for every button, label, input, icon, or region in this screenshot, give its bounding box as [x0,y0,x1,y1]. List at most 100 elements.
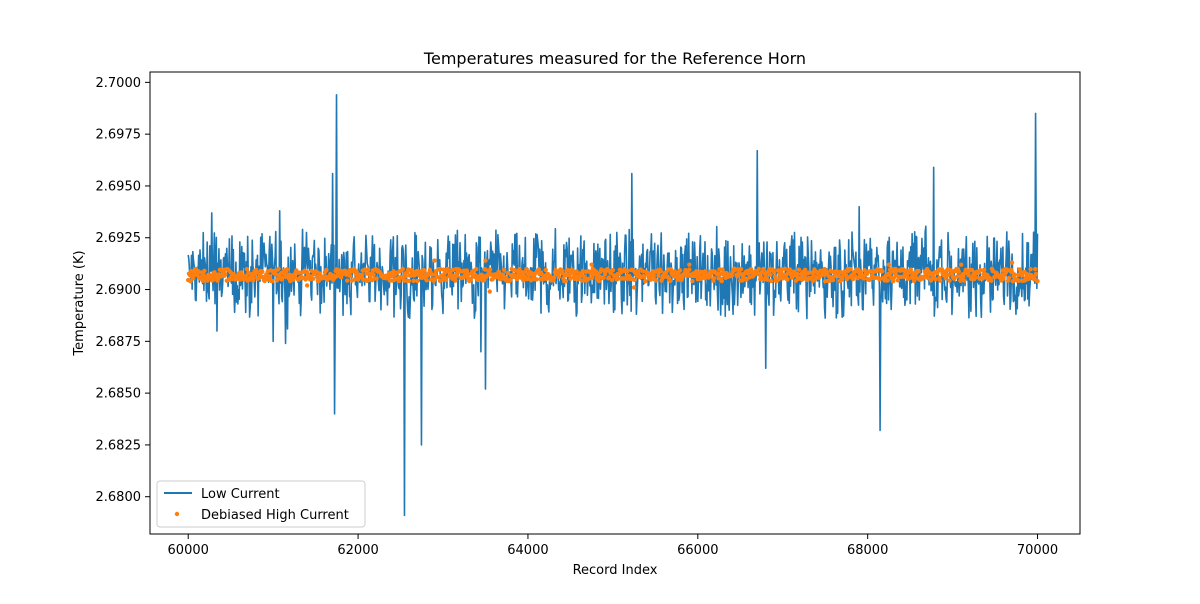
high-current-point [982,267,987,272]
high-current-point [324,267,329,273]
high-current-point [1032,275,1037,280]
high-current-point [454,273,460,278]
high-current-point [304,283,310,288]
high-current-point [1033,271,1039,277]
y-axis: 2.6800 2.6825 2.6850 2.6875 2.6900 2.6925 2.69… [96,76,150,505]
high-current-point [735,267,741,272]
high-current-point [631,285,637,290]
high-current-point [961,278,967,283]
high-current-point [474,266,479,272]
high-current-point [895,278,900,283]
high-current-point [765,277,770,282]
high-current-point [348,273,353,279]
x-tick-label: 70000 [1017,543,1058,558]
high-current-point [776,277,782,282]
high-current-point [748,267,754,272]
y-axis-label: Temperature (K) [72,250,87,356]
high-current-point [443,277,449,283]
legend-label-low-current: Low Current [201,487,280,502]
high-current-point [839,276,845,282]
y-tick-label: 2.6800 [96,490,142,505]
y-tick-label: 2.6925 [96,231,142,246]
high-current-point [1016,278,1022,284]
high-current-point [345,278,350,283]
y-tick-label: 2.6975 [96,128,142,143]
high-current-point [574,269,579,274]
high-current-point [365,267,371,272]
high-current-point [243,273,249,279]
high-current-point [292,274,297,280]
high-current-point [653,278,659,283]
high-current-point [1026,276,1032,281]
high-current-point [411,278,416,284]
high-current-point [1012,272,1017,277]
high-current-point [958,262,964,267]
high-current-point [534,277,539,282]
high-current-point [729,273,734,278]
high-current-point [810,278,816,284]
high-current-point [973,275,978,280]
high-current-point [890,279,896,284]
high-current-point [632,277,637,282]
x-axis: 60000 62000 64000 66000 68000 70000 [168,534,1058,558]
high-current-point [938,278,943,283]
high-current-point [355,277,361,282]
high-current-point [316,278,321,283]
high-current-point [517,266,522,272]
high-current-point [309,268,314,274]
high-current-point [400,266,406,272]
high-current-point [602,271,608,277]
high-current-point [1006,275,1012,281]
high-current-point [453,278,458,283]
plot-frame [149,71,1081,535]
high-current-point [270,278,275,284]
high-current-point [961,274,966,279]
high-current-point [254,270,260,275]
high-current-point [898,274,904,280]
high-current-point [651,273,656,278]
high-current-point [687,267,692,272]
high-current-point [911,278,917,284]
legend: Low Current Debiased High Current [156,480,366,528]
high-current-point [836,273,842,279]
high-current-point [648,277,653,282]
high-current-point [464,268,470,273]
high-current-point [772,270,777,275]
high-current-point [473,272,478,278]
y-tick-label: 2.6825 [96,438,142,453]
high-current-point [190,276,196,281]
high-current-point [424,278,429,283]
high-current-point [468,277,474,282]
y-tick-label: 2.7000 [96,76,142,91]
high-current-point [543,267,548,273]
high-current-point [601,275,606,280]
high-current-point [481,278,487,283]
high-current-point [787,267,792,272]
high-current-point [552,275,557,280]
high-current-point [521,270,527,275]
high-current-point [422,268,427,273]
high-current-point [276,266,281,272]
high-current-point [855,275,860,281]
high-current-point [658,268,663,274]
high-current-point [1035,278,1040,284]
high-current-point [616,276,621,281]
high-current-point [703,268,708,274]
high-current-point [858,270,863,275]
high-current-point [886,262,892,267]
high-current-point [943,275,948,281]
high-current-point [596,278,602,284]
high-current-point [505,270,511,275]
y-tick-label: 2.6900 [96,283,142,298]
high-current-point [815,270,820,276]
y-tick-label: 2.6850 [96,387,142,402]
high-current-point [565,268,571,273]
high-current-point [1033,266,1038,272]
high-current-point [795,271,800,277]
high-current-point [609,277,615,283]
high-current-point [956,269,961,274]
x-tick-label: 64000 [507,543,548,558]
high-current-point [1001,276,1006,281]
high-current-point [885,278,890,283]
